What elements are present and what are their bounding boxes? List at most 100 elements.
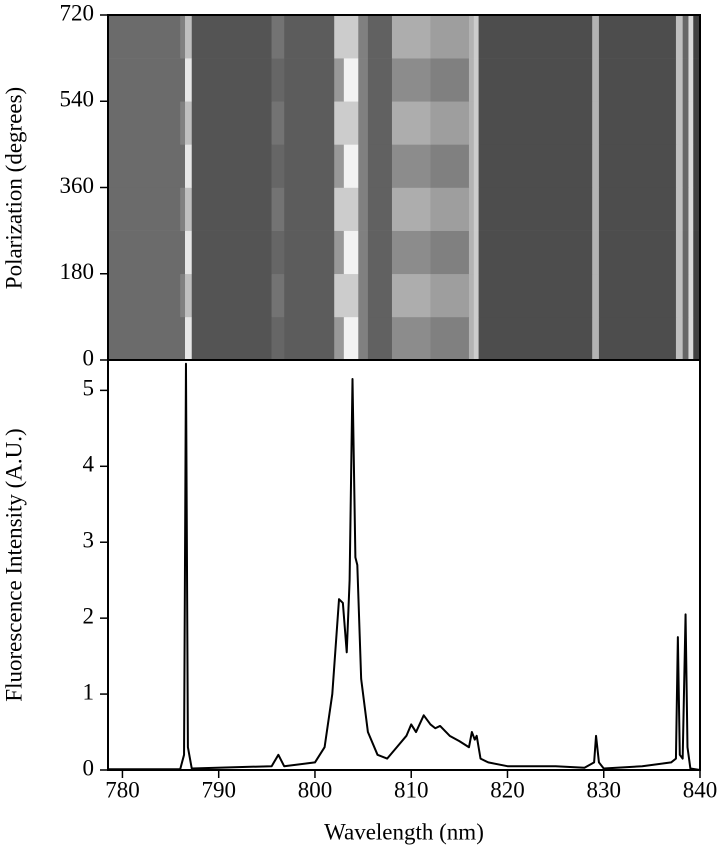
- heatmap-cell: [473, 15, 479, 59]
- heatmap-cell: [367, 316, 393, 361]
- heatmap-cell: [191, 144, 272, 188]
- y-tick-label: 0: [83, 755, 95, 780]
- heatmap-cell: [367, 58, 393, 102]
- heatmap-cell: [430, 58, 470, 102]
- heatmap-cell: [473, 187, 479, 231]
- heatmap-cell: [688, 273, 694, 318]
- heatmap-cell: [191, 15, 272, 59]
- heatmap-cell: [468, 230, 475, 275]
- heatmap-cell: [367, 273, 393, 318]
- heatmap-cell: [367, 144, 393, 188]
- heatmap-cell: [478, 187, 593, 231]
- heatmap-cell: [598, 101, 677, 145]
- heatmap-cell: [693, 187, 701, 231]
- heatmap-cell: [675, 230, 683, 275]
- heatmap-cell: [592, 230, 600, 275]
- heatmap-cell: [592, 144, 600, 188]
- heatmap-cell: [180, 316, 186, 361]
- heatmap-cell: [391, 273, 431, 318]
- heatmap-cell: [675, 144, 683, 188]
- heatmap-cell: [358, 101, 369, 145]
- heatmap-cell: [592, 101, 600, 145]
- heatmap-cell: [191, 58, 272, 102]
- heatmap-cell: [284, 15, 335, 59]
- heatmap-cell: [682, 316, 689, 361]
- heatmap-cell: [180, 144, 186, 188]
- heatmap-cell: [473, 144, 479, 188]
- heatmap-cell: [185, 15, 193, 59]
- heatmap-cell: [430, 15, 470, 59]
- heatmap-cell: [430, 273, 470, 318]
- heatmap-cell: [693, 316, 701, 361]
- y-tick-label: 3: [83, 528, 95, 553]
- heatmap-cell: [598, 187, 677, 231]
- heatmap-cell: [284, 187, 335, 231]
- heatmap-cell: [334, 15, 345, 59]
- x-tick-label: 810: [394, 777, 429, 802]
- heatmap-cell: [108, 187, 181, 231]
- heatmap-cell: [592, 273, 600, 318]
- heatmap-cell: [108, 273, 181, 318]
- heatmap-cell: [473, 230, 479, 275]
- y-tick-label: 540: [60, 87, 95, 112]
- heatmap-cell: [682, 15, 689, 59]
- heatmap-cell: [430, 101, 470, 145]
- plot-frame: [107, 359, 701, 771]
- heatmap-cell: [191, 101, 272, 145]
- x-tick-label: 800: [298, 777, 333, 802]
- heatmap-cell: [693, 144, 701, 188]
- heatmap-cell: [598, 15, 677, 59]
- heatmap-cell: [592, 316, 600, 361]
- heatmap-cell: [185, 316, 193, 361]
- heatmap-cell: [343, 273, 359, 318]
- heatmap-cell: [473, 101, 479, 145]
- heatmap-cell: [688, 144, 694, 188]
- heatmap-cell: [108, 58, 181, 102]
- heatmap-cell: [468, 58, 475, 102]
- heatmap-cell: [598, 58, 677, 102]
- heatmap-cell: [391, 230, 431, 275]
- heatmap-cell: [271, 273, 285, 318]
- heatmap-cell: [185, 144, 193, 188]
- x-tick-label: 820: [490, 777, 525, 802]
- y-tick-label: 180: [60, 259, 95, 284]
- heatmap-cell: [284, 58, 335, 102]
- heatmap-cell: [598, 316, 677, 361]
- heatmap-cell: [108, 101, 181, 145]
- heatmap-cell: [191, 187, 272, 231]
- heatmap-cell: [598, 273, 677, 318]
- heatmap-cell: [391, 316, 431, 361]
- heatmap-cell: [271, 316, 285, 361]
- x-tick-label: 840: [683, 777, 718, 802]
- heatmap-cell: [675, 316, 683, 361]
- heatmap-cell: [191, 230, 272, 275]
- heatmap-cell: [343, 101, 359, 145]
- heatmap-cell: [180, 230, 186, 275]
- heatmap-cell: [334, 230, 345, 275]
- heatmap-cell: [682, 273, 689, 318]
- y-tick-label: 360: [60, 173, 95, 198]
- heatmap-cell: [334, 101, 345, 145]
- heatmap-cell: [688, 58, 694, 102]
- heatmap-cell: [598, 230, 677, 275]
- heatmap-cell: [284, 101, 335, 145]
- heatmap-cell: [358, 15, 369, 59]
- x-tick-label: 790: [201, 777, 236, 802]
- x-tick-label: 780: [105, 777, 140, 802]
- heatmap-cell: [343, 144, 359, 188]
- heatmap-cell: [185, 58, 193, 102]
- heatmap-cell: [180, 15, 186, 59]
- heatmap-cell: [367, 187, 393, 231]
- heatmap-cell: [675, 15, 683, 59]
- heatmap-cell: [271, 144, 285, 188]
- heatmap-cell: [693, 273, 701, 318]
- heatmap-cell: [478, 15, 593, 59]
- heatmap-cell: [682, 230, 689, 275]
- heatmap-cell: [675, 101, 683, 145]
- heatmap-cell: [271, 101, 285, 145]
- heatmap-cell: [688, 187, 694, 231]
- y-tick-label: 1: [83, 679, 95, 704]
- heatmap-cell: [391, 101, 431, 145]
- heatmap-cell: [185, 273, 193, 318]
- heatmap-cell: [284, 144, 335, 188]
